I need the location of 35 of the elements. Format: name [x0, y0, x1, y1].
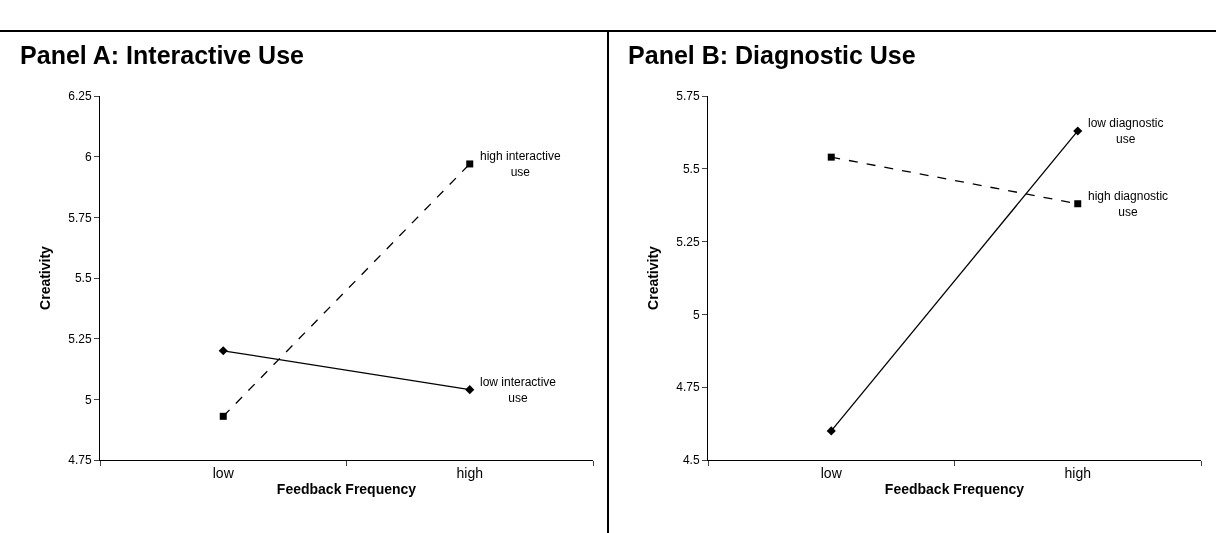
x-axis-title: Feedback Frequency: [276, 481, 417, 498]
point: [466, 160, 474, 168]
point: [218, 346, 228, 356]
y-axis-title: Creativity: [36, 245, 53, 310]
y-tick-label: 4.5: [682, 453, 700, 468]
y-tick-label: 4.75: [676, 380, 700, 395]
y-tick-label: 5.5: [682, 162, 700, 176]
y-tick-label: 5: [84, 392, 92, 407]
y-tick-label: 6: [84, 149, 92, 164]
y-tick-label: 5: [692, 307, 700, 322]
series-label: low diagnostic use: [1088, 116, 1164, 146]
y-tick-label: 5.75: [676, 89, 700, 104]
series-label: high diagnostic use: [1088, 189, 1169, 219]
point: [827, 153, 835, 161]
point: [1074, 200, 1082, 208]
point: [1073, 126, 1083, 136]
y-tick-label: 5.75: [68, 210, 92, 225]
x-tick-label: low: [212, 464, 235, 481]
x-tick-label: high: [456, 464, 483, 481]
point: [826, 426, 836, 436]
chart-title: Panel B: Diagnostic Use: [628, 40, 916, 69]
y-axis-title: Creativity: [644, 245, 661, 310]
x-axis-title: Feedback Frequency: [884, 481, 1025, 498]
point: [219, 412, 227, 420]
series-label: high interactive use: [480, 149, 562, 179]
x-tick-label: low: [820, 464, 843, 481]
y-tick-label: 5.25: [676, 234, 700, 249]
series-label: low interactive use: [480, 375, 557, 405]
x-tick-label: high: [1064, 464, 1091, 481]
y-tick-label: 4.75: [68, 453, 92, 468]
y-tick-label: 6.25: [68, 89, 92, 104]
y-tick-label: 5.25: [68, 331, 92, 346]
point: [465, 385, 475, 395]
y-tick-label: 5.5: [74, 271, 92, 286]
chart-title: Panel A: Interactive Use: [20, 40, 305, 69]
